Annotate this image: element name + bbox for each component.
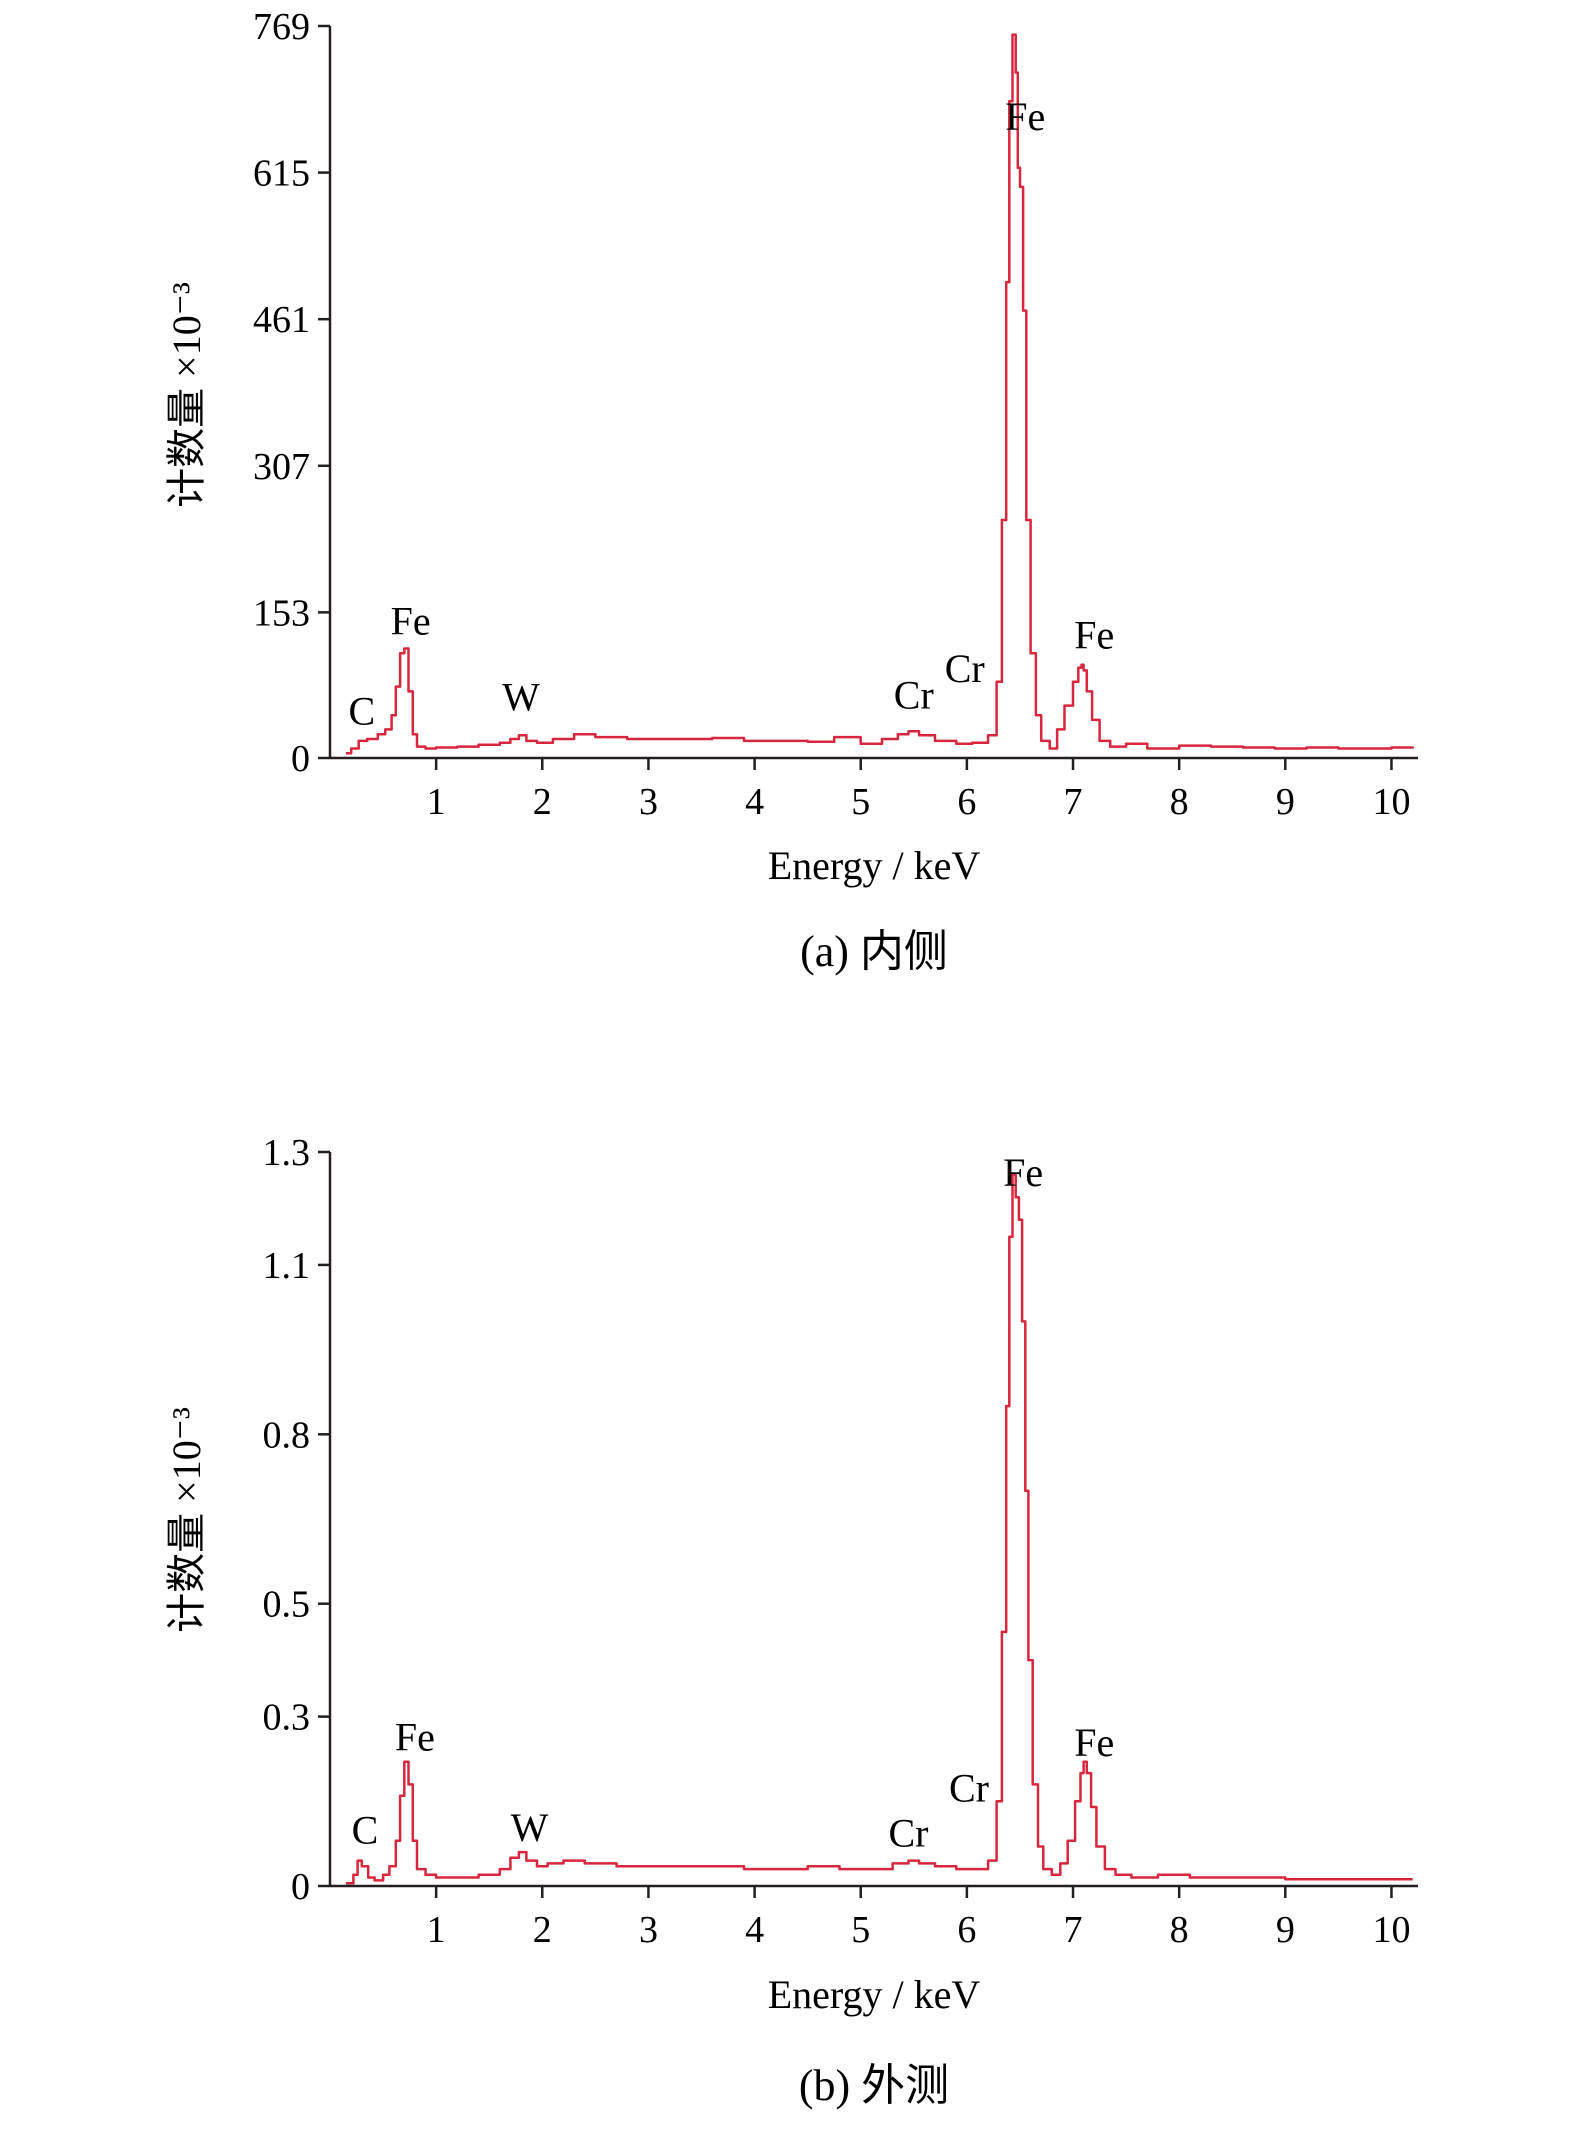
peak-label-cr: Cr [949,1765,989,1810]
x-tick-label: 5 [851,781,870,823]
x-tick-label: 9 [1276,1909,1295,1951]
chart-a-caption: (a) 内侧 [800,927,948,976]
chart-b-spectrum-line [345,1173,1413,1885]
x-tick-label: 3 [639,1909,658,1951]
x-tick-label: 8 [1170,781,1189,823]
peak-label-w: W [502,674,540,719]
chart-b-y-axis-title: 计数量 ×10⁻³ [164,1407,209,1633]
y-tick-label: 307 [253,446,310,488]
chart-a-x-axis-title: Energy / keV [768,843,981,888]
x-tick-label: 7 [1064,781,1083,823]
x-tick-label: 1 [427,1909,446,1951]
chart-a-spectrum-line [345,33,1414,755]
chart-b-tick-labels: 1 2 3 4 5 6 7 8 9 10 0 0.3 0.5 0.8 1.1 1.3 [263,1132,1411,1951]
x-tick-label: 6 [957,781,976,823]
y-tick-label: 0.3 [263,1697,311,1739]
x-tick-label: 9 [1276,781,1295,823]
x-tick-label: 5 [851,1909,870,1951]
y-tick-label: 769 [253,6,310,48]
y-tick-label: 0.8 [263,1414,311,1456]
x-tick-label: 1 [427,781,446,823]
x-tick-label: 8 [1170,1909,1189,1951]
x-tick-label: 10 [1372,781,1410,823]
peak-label-fe: Fe [1074,613,1114,658]
y-tick-label: 153 [253,592,310,634]
y-tick-label: 0.5 [263,1584,311,1626]
x-tick-label: 2 [533,1909,552,1951]
peak-label-w: W [511,1805,549,1850]
x-tick-label: 4 [745,781,764,823]
peak-label-fe: Fe [1074,1720,1114,1765]
peak-label-fe: Fe [1003,1150,1043,1195]
peak-label-fe: Fe [1005,94,1045,139]
peak-label-cr: Cr [894,673,934,718]
x-tick-label: 4 [745,1909,764,1951]
y-tick-label: 0 [291,738,310,780]
chart-a-tick-labels: 1 2 3 4 5 6 7 8 9 10 0 153 307 461 615 769 [253,6,1410,823]
x-tick-label: 2 [533,781,552,823]
x-tick-label: 7 [1064,1909,1083,1951]
chart-b-peak-labels: C Fe W Cr Cr Fe Fe [352,1150,1115,1856]
y-tick-label: 1.3 [263,1132,311,1174]
chart-b-caption: (b) 外测 [799,2061,949,2110]
peak-label-c: C [352,1808,379,1853]
x-tick-label: 3 [639,781,658,823]
y-tick-label: 0 [291,1866,310,1908]
peak-label-fe: Fe [395,1714,435,1759]
peak-label-cr: Cr [888,1810,928,1855]
y-tick-label: 461 [253,299,310,341]
peak-label-fe: Fe [391,598,431,643]
y-tick-label: 615 [253,153,310,195]
peak-label-c: C [349,689,376,734]
y-tick-label: 1.1 [263,1245,311,1287]
peak-label-cr: Cr [945,646,985,691]
chart-a-ticks [318,24,1393,770]
x-tick-label: 10 [1372,1909,1410,1951]
chart-b: 1 2 3 4 5 6 7 8 9 10 0 0.3 0.5 0.8 1.1 1.3 C Fe W Cr Cr Fe Fe… [164,1132,1418,2110]
chart-a-y-axis-title: 计数量 ×10⁻³ [164,282,209,508]
chart-b-x-axis-title: Energy / keV [768,1972,981,2017]
x-tick-label: 6 [957,1909,976,1951]
chart-b-ticks [318,1150,1393,1898]
